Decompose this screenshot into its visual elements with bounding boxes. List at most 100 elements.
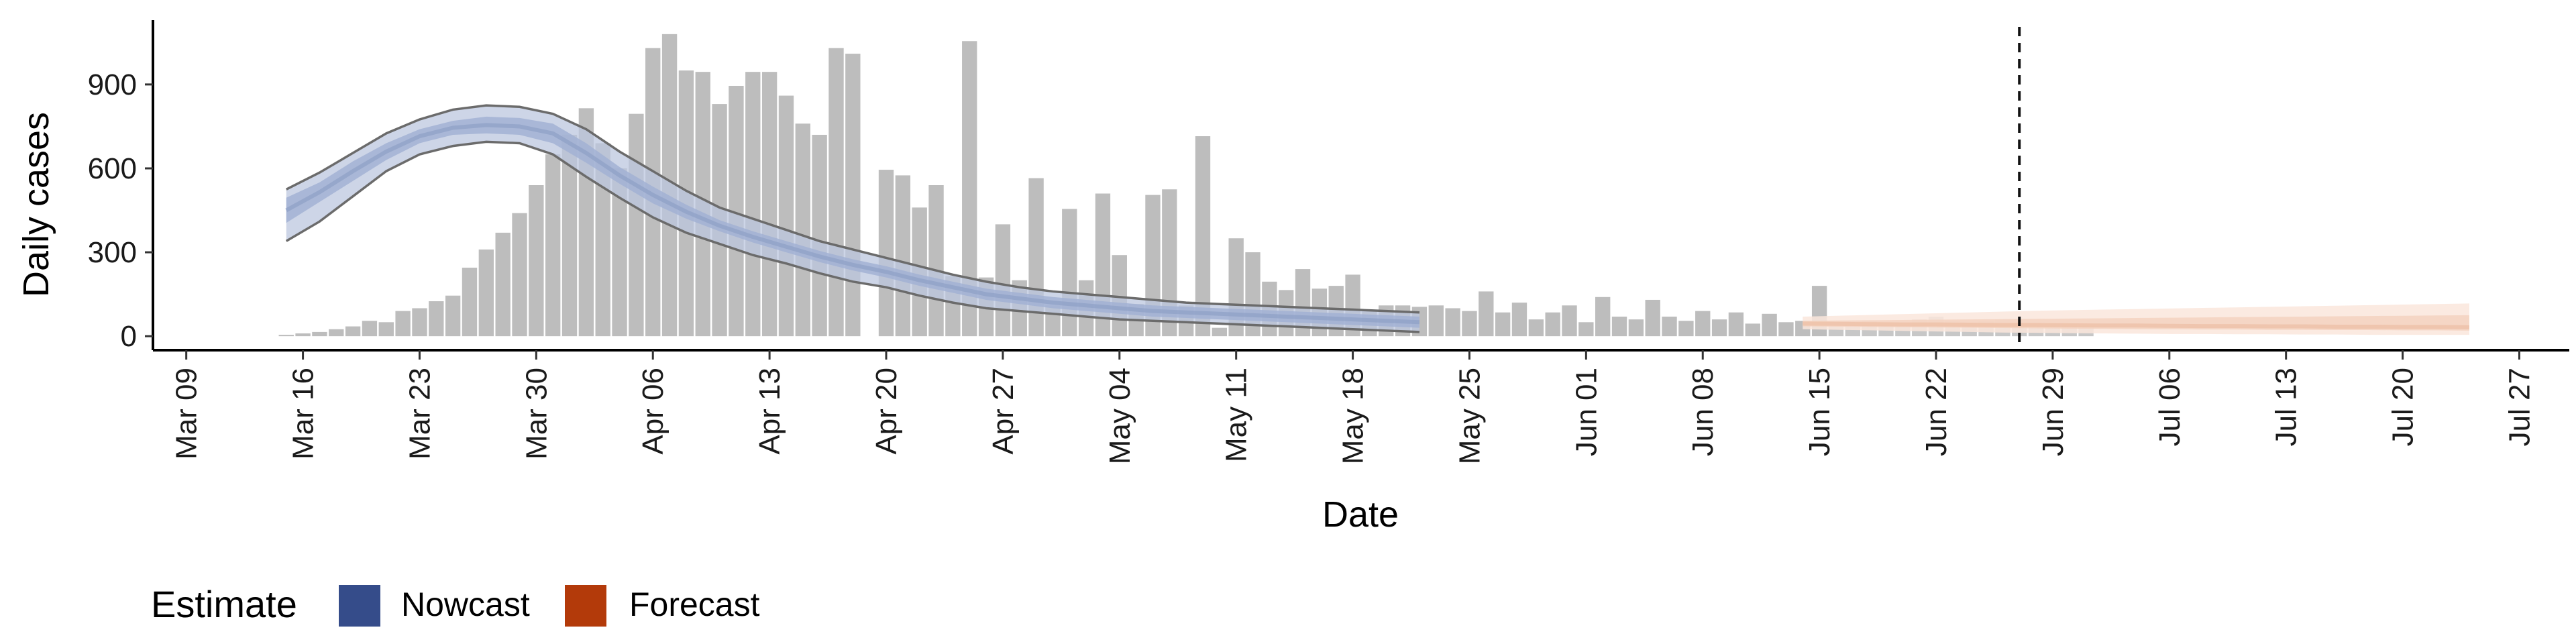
case-bar — [1195, 136, 1211, 337]
case-bar — [395, 311, 411, 337]
case-bar — [1728, 312, 1744, 337]
y-tick-label: 0 — [121, 320, 137, 353]
case-bar — [878, 170, 894, 337]
y-axis-title: Daily cases — [16, 112, 56, 297]
case-bar — [512, 213, 527, 337]
case-bar — [1445, 308, 1460, 337]
case-bar — [1645, 299, 1660, 337]
legend-swatch-forecast — [565, 585, 606, 627]
case-bar — [845, 54, 861, 337]
x-tick-label: Mar 30 — [520, 368, 553, 460]
x-tick-label: Mar 23 — [403, 368, 436, 460]
case-bar — [1778, 322, 1794, 337]
case-bar — [1745, 323, 1760, 337]
case-bar — [1428, 305, 1444, 337]
x-tick-label: Mar 16 — [287, 368, 320, 460]
case-bar — [1062, 209, 1077, 337]
case-bar — [828, 48, 844, 337]
case-bar — [1511, 303, 1527, 337]
case-bar — [295, 333, 311, 337]
case-bar — [478, 249, 494, 337]
x-tick-label: Jul 06 — [2153, 368, 2186, 446]
x-tick-label: Jul 20 — [2387, 368, 2420, 446]
case-bar — [1528, 319, 1544, 337]
case-bar — [495, 232, 511, 337]
x-tick-label: Mar 09 — [170, 368, 203, 460]
legend-label-nowcast: Nowcast — [401, 586, 530, 623]
x-tick-label: Apr 06 — [637, 368, 669, 455]
case-bar — [545, 154, 561, 337]
x-tick-label: May 18 — [1337, 368, 1370, 464]
case-bar — [278, 335, 294, 337]
nowcast-upper-line — [285, 104, 1420, 314]
case-bar — [1562, 305, 1577, 337]
nowcast-lower-line — [285, 140, 1420, 333]
nowcast-band — [285, 105, 1420, 332]
case-bar — [1762, 313, 1777, 337]
x-axis-title: Date — [1322, 494, 1399, 535]
x-tick-label: Jun 15 — [1803, 368, 1836, 456]
nowcast-bound-lines — [285, 104, 1420, 333]
case-bar — [1545, 312, 1560, 337]
forecast-band — [1803, 303, 2469, 335]
case-bar — [378, 322, 394, 337]
y-tick-label: 300 — [88, 236, 137, 269]
legend-swatch-nowcast — [339, 585, 380, 627]
x-tick-label: Jun 01 — [1570, 368, 1603, 456]
case-bar — [412, 308, 427, 337]
x-tick-label: Jul 27 — [2503, 368, 2536, 446]
case-bar — [1462, 311, 1477, 337]
case-bar — [312, 331, 327, 337]
nowcast-median-line — [285, 123, 1420, 325]
x-tick-label: Apr 20 — [870, 368, 903, 455]
x-tick-label: May 11 — [1220, 368, 1253, 462]
case-bar — [362, 321, 378, 337]
x-tick-label: Jun 29 — [2037, 368, 2070, 456]
case-bar — [1628, 319, 1644, 337]
x-tick-label: Jul 13 — [2270, 368, 2303, 446]
case-bar — [445, 295, 461, 337]
case-bar — [729, 85, 744, 337]
case-bar — [329, 329, 344, 337]
case-bar — [778, 95, 794, 337]
y-axis-ticks: 0 300 600 900 — [88, 68, 153, 353]
x-tick-label: May 25 — [1453, 368, 1486, 464]
y-tick-label: 600 — [88, 152, 137, 185]
forecast-median-line — [1803, 321, 2469, 329]
legend-label-forecast: Forecast — [629, 586, 760, 623]
case-bar — [1162, 189, 1177, 337]
case-bar — [1595, 297, 1611, 337]
case-bar — [962, 41, 977, 337]
axes: 0 300 600 900 Mar 09 Mar 16 Mar 23 Mar 30 Apr 0… — [88, 20, 2569, 464]
x-tick-label: Apr 27 — [987, 368, 1020, 455]
case-bar — [761, 72, 777, 337]
case-bar — [1662, 316, 1677, 337]
case-bar — [745, 72, 761, 337]
legend: Estimate Nowcast Forecast — [151, 583, 760, 627]
y-tick-label: 900 — [88, 68, 137, 101]
legend-title: Estimate — [151, 583, 297, 625]
case-bar — [462, 268, 478, 337]
case-bar — [1695, 311, 1711, 337]
case-bar — [1479, 291, 1494, 337]
nowcast-outer-band — [286, 105, 1419, 332]
x-tick-label: Apr 13 — [753, 368, 786, 455]
case-bar — [629, 113, 644, 337]
case-bar — [595, 143, 610, 337]
case-bar — [795, 123, 810, 337]
case-bar — [429, 301, 444, 337]
x-axis-ticks: Mar 09 Mar 16 Mar 23 Mar 30 Apr 06 Apr 13 Apr … — [170, 350, 2536, 464]
x-tick-label: May 04 — [1104, 368, 1136, 464]
x-tick-label: Jun 22 — [1920, 368, 1953, 456]
case-bar — [561, 134, 578, 337]
case-bar — [345, 326, 361, 337]
plot-area — [278, 27, 2469, 350]
case-bar — [995, 224, 1011, 337]
case-bar — [1711, 319, 1727, 337]
nowcast-inner-band — [286, 116, 1419, 328]
case-bar — [1578, 322, 1594, 337]
case-bar — [895, 175, 911, 337]
case-bar — [928, 185, 944, 337]
case-bar — [1495, 312, 1511, 337]
